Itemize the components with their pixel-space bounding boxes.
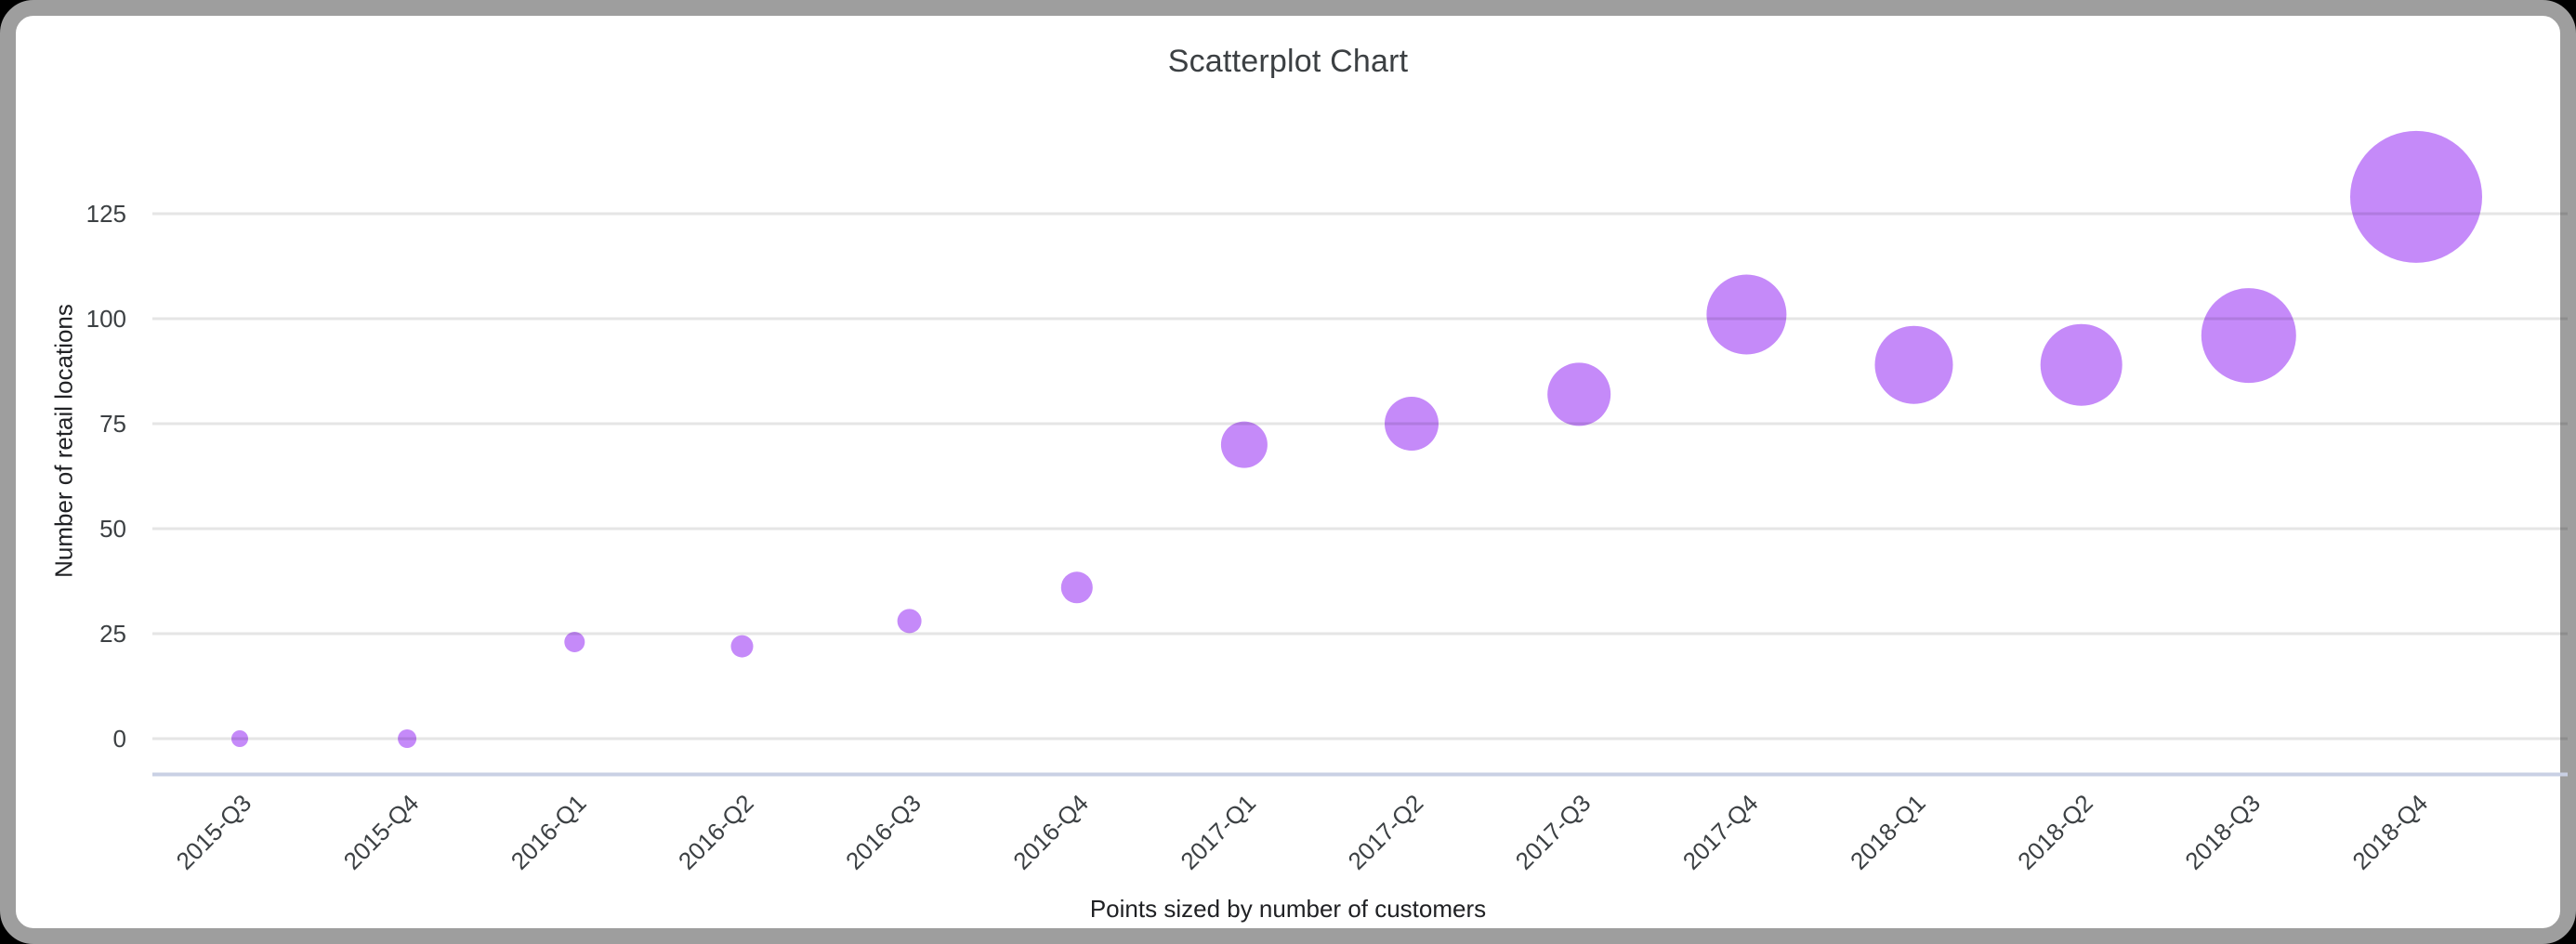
bubbles-layer	[231, 130, 2482, 748]
x-tick-label-2018-Q2: 2018-Q2	[2012, 789, 2098, 875]
data-point-2016-Q4[interactable]	[1060, 571, 1093, 604]
x-tick-label-2015-Q3: 2015-Q3	[170, 789, 256, 875]
data-point-2017-Q1[interactable]	[1220, 421, 1268, 468]
data-point-2017-Q3[interactable]	[1547, 362, 1611, 426]
data-point-2017-Q4[interactable]	[1706, 274, 1787, 355]
scatter-plot: 0 25 50 75 100 125 2015-Q3 2015-Q4 2016-Q1 2016-…	[86, 130, 2568, 875]
x-tick-label-2018-Q1: 2018-Q1	[1845, 789, 1931, 875]
data-point-2015-Q4[interactable]	[398, 729, 417, 748]
x-tick-label-2018-Q4: 2018-Q4	[2346, 789, 2433, 875]
x-tick-label-2016-Q2: 2016-Q2	[673, 789, 759, 875]
x-tick-label-2016-Q1: 2016-Q1	[506, 789, 592, 875]
data-point-2015-Q3[interactable]	[231, 730, 248, 747]
x-tick-labels: 2015-Q3 2015-Q4 2016-Q1 2016-Q2 2016-Q3 2016-…	[170, 789, 2433, 875]
data-point-2018-Q1[interactable]	[1874, 325, 1953, 404]
x-tick-label-2018-Q3: 2018-Q3	[2179, 789, 2266, 875]
x-tick-label-2016-Q4: 2016-Q4	[1007, 789, 1094, 875]
data-point-2017-Q2[interactable]	[1385, 397, 1439, 451]
y-tick-label-0: 0	[113, 725, 126, 753]
data-point-2016-Q2[interactable]	[730, 635, 754, 658]
data-point-2016-Q3[interactable]	[897, 609, 922, 634]
y-tick-label-25: 25	[99, 620, 126, 648]
y-tick-label-50: 50	[99, 515, 126, 543]
x-tick-label-2017-Q4: 2017-Q4	[1677, 789, 1764, 875]
data-point-2016-Q1[interactable]	[564, 632, 585, 652]
data-point-2018-Q4[interactable]	[2350, 130, 2482, 263]
chart-title: Scatterplot Chart	[1167, 44, 1409, 79]
x-tick-label-2017-Q1: 2017-Q1	[1175, 789, 1261, 875]
data-point-2018-Q2[interactable]	[2040, 323, 2123, 406]
gridlines-layer	[152, 212, 2568, 741]
x-tick-label-2017-Q3: 2017-Q3	[1510, 789, 1597, 875]
data-point-2018-Q3[interactable]	[2201, 288, 2296, 384]
chart-caption: Points sized by number of customers	[1089, 895, 1487, 923]
x-tick-label-2016-Q3: 2016-Q3	[840, 789, 927, 875]
y-tick-label-75: 75	[99, 410, 126, 438]
y-tick-labels: 0 25 50 75 100 125	[86, 200, 126, 753]
y-tick-label-100: 100	[86, 305, 126, 333]
y-tick-label-125: 125	[86, 200, 126, 228]
x-tick-label-2015-Q4: 2015-Q4	[338, 789, 425, 875]
x-tick-label-2017-Q2: 2017-Q2	[1343, 789, 1429, 875]
